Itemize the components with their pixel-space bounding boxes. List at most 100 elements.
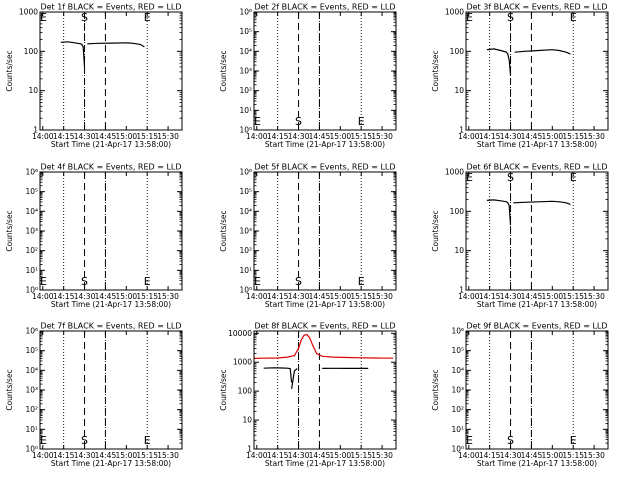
y-tick-label: 10⁴ (451, 366, 464, 375)
y-tick-label: 10⁶ (25, 327, 38, 336)
x-tick-label: 14:00 (32, 451, 54, 460)
x-tick-label: 14:00 (246, 132, 268, 141)
y-tick-label: 10³ (25, 227, 38, 236)
x-tick-label: 15:00 (116, 292, 138, 301)
x-tick-label: 14:00 (32, 292, 54, 301)
x-tick-label: 14:30 (500, 292, 522, 301)
x-tick-label: 15:30 (371, 292, 393, 301)
y-tick-label: 10⁰ (239, 126, 252, 135)
plot-frame (253, 330, 397, 450)
y-tick-label: 10⁵ (451, 346, 464, 355)
x-tick-label: 15:00 (330, 451, 352, 460)
y-tick-label: 1000 (19, 8, 38, 17)
x-tick-label: 14:45 (521, 292, 543, 301)
x-tick-label: 14:45 (95, 451, 117, 460)
y-tick-label: 10⁴ (25, 366, 38, 375)
x-tick-label: 15:00 (542, 132, 564, 141)
y-tick-label: 10⁴ (239, 207, 252, 216)
y-axis-label: Counts/sec (431, 50, 440, 91)
panel-title: Det 7f BLACK = Events, RED = LLD (40, 322, 181, 331)
x-tick-label: 14:15 (53, 451, 75, 460)
panel-title: Det 9f BLACK = Events, RED = LLD (466, 322, 607, 331)
x-tick-label: 14:00 (32, 132, 54, 141)
x-tick-label: 14:30 (288, 132, 310, 141)
x-tick-label: 14:00 (458, 451, 480, 460)
y-tick-label: 1000 (233, 358, 252, 367)
x-tick-label: 14:15 (53, 132, 75, 141)
x-tick-label: 15:30 (583, 292, 605, 301)
x-tick-label: 15:15 (136, 292, 158, 301)
x-tick-label: 15:30 (157, 451, 179, 460)
x-axis-label: Start Time (21-Apr-17 13:58:00) (265, 459, 385, 468)
x-tick-label: 14:30 (74, 132, 96, 141)
y-tick-label: 100 (450, 47, 465, 56)
y-tick-label: 10⁵ (239, 27, 252, 36)
plot-frame (465, 11, 609, 131)
y-tick-label: 10000 (228, 329, 252, 338)
x-tick-label: 15:00 (330, 132, 352, 141)
x-tick-label: 14:15 (479, 451, 501, 460)
x-axis-label: Start Time (21-Apr-17 13:58:00) (477, 300, 597, 309)
x-tick-label: 14:30 (500, 451, 522, 460)
event-marker: E (254, 275, 261, 288)
y-tick-label: 10 (454, 86, 464, 95)
y-tick-label: 10⁴ (25, 207, 38, 216)
y-tick-label: 10⁶ (239, 168, 252, 177)
y-tick-label: 10² (25, 405, 38, 414)
plot-frame (465, 171, 609, 291)
y-tick-label: 10⁶ (451, 327, 464, 336)
event-marker: E (466, 171, 473, 184)
y-tick-label: 10⁵ (239, 187, 252, 196)
x-tick-label: 14:00 (246, 451, 268, 460)
x-tick-label: 15:15 (136, 451, 158, 460)
panel-title: Det 3f BLACK = Events, RED = LLD (466, 3, 607, 12)
y-tick-label: 10¹ (451, 425, 464, 434)
y-axis-label: Counts/sec (219, 369, 228, 410)
event-marker: S (507, 11, 514, 24)
x-tick-label: 14:15 (479, 132, 501, 141)
y-tick-label: 10³ (25, 386, 38, 395)
x-tick-label: 15:15 (562, 451, 584, 460)
y-axis-label: Counts/sec (431, 210, 440, 251)
x-tick-label: 14:45 (95, 132, 117, 141)
panel-title: Det 8f BLACK = Events, RED = LLD (254, 322, 395, 331)
panel-title: Det 6f BLACK = Events, RED = LLD (466, 163, 607, 172)
x-tick-label: 15:00 (542, 451, 564, 460)
y-tick-label: 100 (24, 47, 39, 56)
event-marker: E (570, 171, 577, 184)
x-tick-label: 15:30 (371, 451, 393, 460)
panel-title: Det 5f BLACK = Events, RED = LLD (254, 163, 395, 172)
y-tick-label: 10 (28, 86, 38, 95)
series-line (291, 368, 298, 389)
y-tick-label: 10³ (239, 67, 252, 76)
y-tick-label: 1000 (445, 8, 464, 17)
event-marker: E (144, 434, 151, 447)
y-axis-label: Counts/sec (5, 210, 14, 251)
x-tick-label: 14:15 (479, 292, 501, 301)
y-tick-label: 10² (25, 246, 38, 255)
x-tick-label: 15:00 (116, 132, 138, 141)
x-tick-label: 15:00 (542, 292, 564, 301)
x-tick-label: 14:30 (500, 132, 522, 141)
x-tick-label: 14:00 (458, 292, 480, 301)
plot-frame (39, 11, 183, 131)
x-axis-label: Start Time (21-Apr-17 13:58:00) (51, 140, 171, 149)
x-axis-label: Start Time (21-Apr-17 13:58:00) (265, 140, 385, 149)
y-axis-label: Counts/sec (5, 369, 14, 410)
series-line (263, 367, 293, 383)
x-tick-label: 15:15 (562, 132, 584, 141)
y-tick-label: 10³ (451, 386, 464, 395)
y-tick-label: 10⁰ (25, 286, 38, 295)
y-tick-label: 10⁰ (239, 286, 252, 295)
y-tick-label: 10⁴ (239, 47, 252, 56)
event-marker: E (466, 434, 473, 447)
y-tick-label: 10¹ (25, 425, 38, 434)
y-axis-label: Counts/sec (5, 50, 14, 91)
x-tick-label: 15:30 (583, 451, 605, 460)
y-tick-label: 10² (239, 246, 252, 255)
